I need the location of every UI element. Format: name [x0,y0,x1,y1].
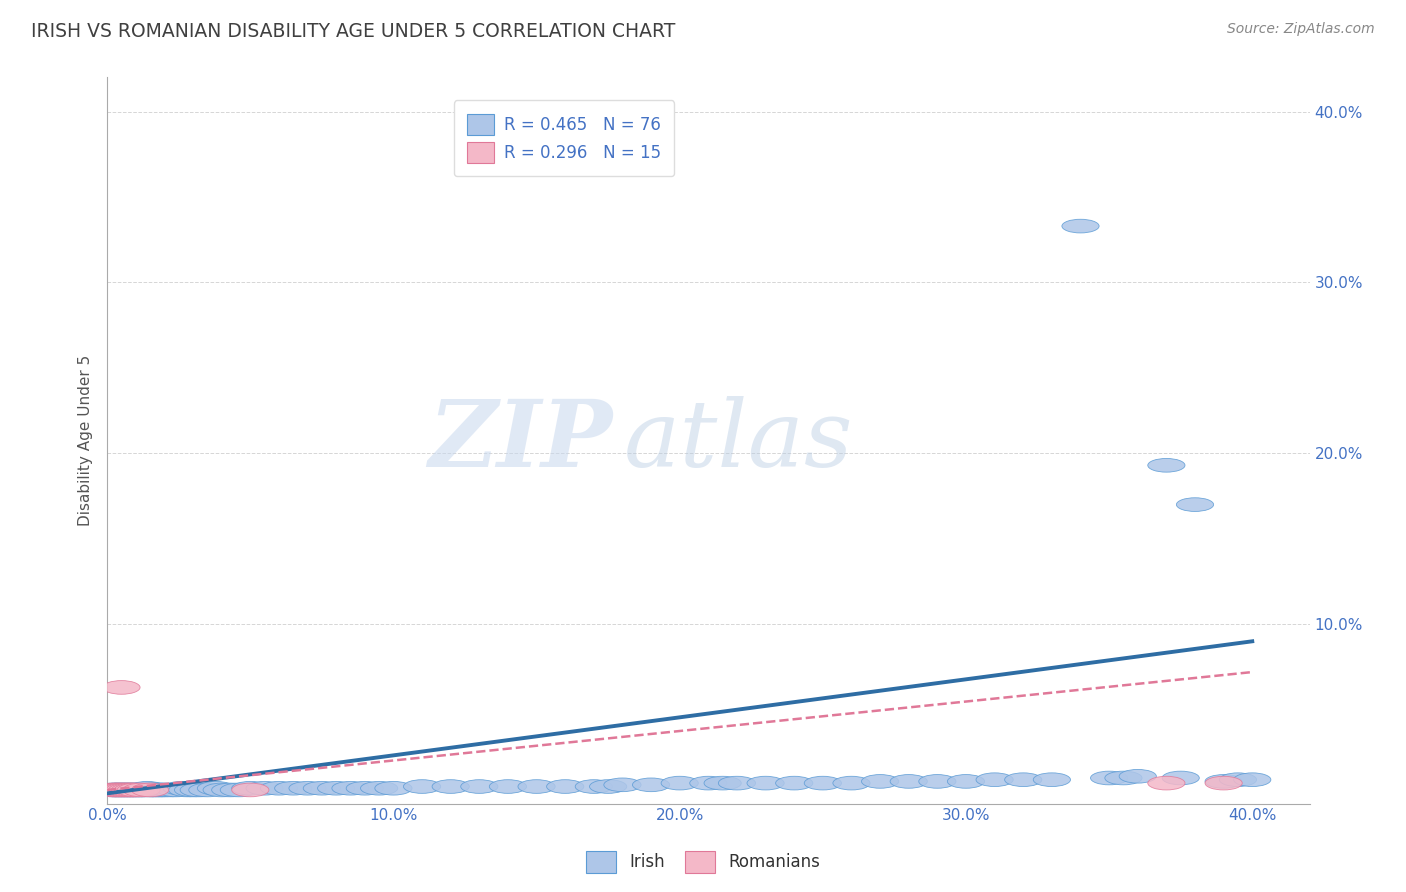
Ellipse shape [232,781,269,795]
Legend: Irish, Romanians: Irish, Romanians [579,845,827,880]
Ellipse shape [125,783,163,797]
Ellipse shape [94,783,132,797]
Ellipse shape [1033,772,1070,787]
Ellipse shape [117,783,155,797]
Ellipse shape [603,778,641,792]
Ellipse shape [976,772,1014,787]
Text: Source: ZipAtlas.com: Source: ZipAtlas.com [1227,22,1375,37]
Ellipse shape [1219,772,1257,787]
Ellipse shape [589,780,627,793]
Ellipse shape [1105,772,1142,785]
Ellipse shape [332,781,370,795]
Ellipse shape [197,781,235,795]
Ellipse shape [274,781,312,795]
Ellipse shape [290,781,326,795]
Ellipse shape [120,783,157,797]
Ellipse shape [212,783,249,797]
Ellipse shape [105,783,143,797]
Ellipse shape [948,774,984,789]
Ellipse shape [432,780,470,793]
Ellipse shape [690,776,727,790]
Ellipse shape [547,780,583,793]
Ellipse shape [108,783,146,797]
Ellipse shape [169,783,205,797]
Ellipse shape [862,774,898,789]
Ellipse shape [114,783,152,797]
Ellipse shape [232,783,269,797]
Ellipse shape [704,776,741,790]
Ellipse shape [1163,772,1199,785]
Ellipse shape [304,781,340,795]
Ellipse shape [97,783,135,797]
Ellipse shape [489,780,527,793]
Ellipse shape [163,781,200,795]
Ellipse shape [94,783,132,797]
Ellipse shape [1205,774,1243,789]
Ellipse shape [346,781,384,795]
Ellipse shape [918,774,956,789]
Ellipse shape [776,776,813,790]
Ellipse shape [132,783,169,797]
Text: IRISH VS ROMANIAN DISABILITY AGE UNDER 5 CORRELATION CHART: IRISH VS ROMANIAN DISABILITY AGE UNDER 5… [31,22,675,41]
Ellipse shape [804,776,841,790]
Ellipse shape [1233,772,1271,787]
Ellipse shape [103,783,141,797]
Ellipse shape [100,783,138,797]
Ellipse shape [318,781,354,795]
Ellipse shape [146,783,183,797]
Ellipse shape [360,781,398,795]
Ellipse shape [661,776,699,790]
Ellipse shape [180,783,218,797]
Ellipse shape [1062,219,1099,233]
Ellipse shape [633,778,669,792]
Ellipse shape [188,783,226,797]
Ellipse shape [832,776,870,790]
Ellipse shape [143,783,180,797]
Ellipse shape [111,783,149,797]
Ellipse shape [100,783,138,797]
Ellipse shape [111,783,149,797]
Ellipse shape [174,783,212,797]
Ellipse shape [103,681,141,694]
Ellipse shape [128,781,166,795]
Ellipse shape [1119,770,1156,783]
Ellipse shape [221,783,257,797]
Ellipse shape [718,776,755,790]
Ellipse shape [135,783,172,797]
Ellipse shape [105,783,143,797]
Ellipse shape [1091,772,1128,785]
Text: atlas: atlas [624,395,853,485]
Ellipse shape [1005,772,1042,787]
Ellipse shape [152,783,188,797]
Ellipse shape [108,783,146,797]
Ellipse shape [1147,458,1185,472]
Ellipse shape [138,783,174,797]
Ellipse shape [575,780,613,793]
Ellipse shape [747,776,785,790]
Ellipse shape [1147,776,1185,790]
Ellipse shape [517,780,555,793]
Ellipse shape [97,783,135,797]
Ellipse shape [141,783,177,797]
Ellipse shape [1205,776,1243,790]
Ellipse shape [114,783,152,797]
Ellipse shape [404,780,440,793]
Ellipse shape [122,783,160,797]
Ellipse shape [122,783,160,797]
Ellipse shape [1177,498,1213,511]
Ellipse shape [246,781,283,795]
Ellipse shape [157,783,194,797]
Ellipse shape [103,783,141,797]
Ellipse shape [890,774,928,789]
Ellipse shape [117,783,155,797]
Text: ZIP: ZIP [427,395,612,485]
Y-axis label: Disability Age Under 5: Disability Age Under 5 [79,355,93,526]
Legend: R = 0.465   N = 76, R = 0.296   N = 15: R = 0.465 N = 76, R = 0.296 N = 15 [454,100,675,177]
Ellipse shape [260,781,298,795]
Ellipse shape [461,780,498,793]
Ellipse shape [202,783,240,797]
Ellipse shape [375,781,412,795]
Ellipse shape [132,783,169,797]
